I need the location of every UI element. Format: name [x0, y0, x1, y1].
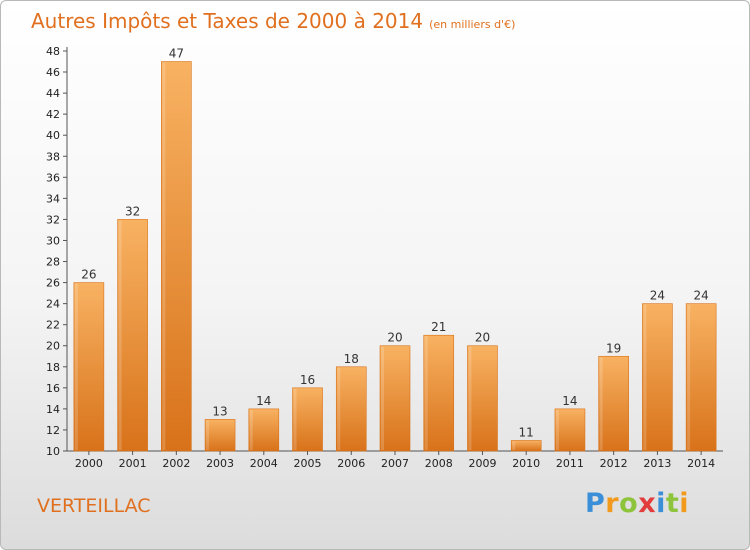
bar: [685, 303, 717, 452]
bar: [248, 408, 280, 452]
bar: [467, 345, 498, 452]
x-tick-label: 2000: [75, 457, 103, 470]
bar-value-label: 14: [562, 394, 577, 408]
bar: [423, 334, 455, 452]
bar-highlight: [162, 62, 166, 451]
y-tick-label: 38: [46, 150, 60, 163]
bar-highlight: [337, 367, 341, 450]
x-tick-label: 2010: [512, 457, 540, 470]
logo-letter: i: [679, 488, 690, 519]
chart-subtitle: (en milliers d'€): [429, 18, 516, 31]
chart-title: Autres Impôts et Taxes de 2000 à 2014 (en…: [31, 9, 515, 33]
y-tick-label: 48: [46, 45, 60, 58]
x-tick-label: 2007: [381, 457, 409, 470]
bar-value-label: 32: [125, 204, 140, 218]
bar-highlight: [118, 220, 122, 450]
bar-value-label: 18: [344, 352, 359, 366]
y-tick-label: 26: [46, 277, 60, 290]
bar-value-label: 20: [475, 331, 490, 345]
x-tick-label: 2001: [119, 457, 147, 470]
y-tick-label: 46: [46, 66, 60, 79]
bar-value-label: 26: [81, 268, 96, 282]
bar: [335, 366, 367, 452]
y-tick-label: 34: [46, 192, 60, 205]
y-tick-label: 20: [46, 340, 60, 353]
y-tick-label: 24: [46, 298, 60, 311]
bar: [642, 303, 673, 452]
bar-value-label: 19: [606, 341, 621, 355]
bar: [117, 219, 148, 452]
bar-highlight: [424, 336, 428, 450]
bar-highlight: [512, 441, 516, 450]
bar: [292, 387, 323, 452]
x-tick-label: 2011: [556, 457, 584, 470]
x-tick-label: 2012: [600, 457, 628, 470]
bar-highlight: [599, 357, 603, 450]
bar-value-label: 13: [212, 404, 227, 418]
bar-value-label: 14: [256, 394, 271, 408]
logo-letter: P: [585, 488, 606, 519]
bar-value-label: 24: [650, 289, 665, 303]
logo-letter: t: [665, 488, 680, 519]
logo-letter: i: [656, 488, 666, 519]
proxiti-logo: Proxiti: [585, 488, 689, 519]
bar-highlight: [206, 420, 210, 450]
x-tick-label: 2005: [294, 457, 322, 470]
bar: [204, 419, 236, 452]
x-tick-label: 2006: [337, 457, 365, 470]
bar-value-label: 47: [169, 47, 184, 61]
x-tick-label: 2008: [425, 457, 453, 470]
bar-highlight: [293, 388, 297, 450]
bar: [598, 355, 629, 452]
bar: [554, 408, 586, 452]
bar-value-label: 11: [519, 425, 534, 439]
y-tick-label: 12: [46, 424, 60, 437]
y-tick-label: 22: [46, 319, 60, 332]
y-tick-label: 42: [46, 108, 60, 121]
bar: [73, 282, 105, 452]
bar-highlight: [468, 346, 472, 450]
bar-highlight: [643, 304, 647, 450]
x-tick-label: 2004: [250, 457, 278, 470]
bar-highlight: [249, 409, 253, 450]
logo-letter: r: [605, 488, 620, 519]
bar-highlight: [381, 346, 384, 450]
bar-value-label: 21: [431, 320, 446, 334]
commune-name: VERTEILLAC: [37, 495, 151, 517]
bar-value-label: 20: [387, 331, 402, 345]
y-tick-label: 18: [46, 361, 60, 374]
bar-value-label: 24: [693, 289, 708, 303]
x-tick-label: 2009: [468, 457, 496, 470]
bar: [161, 61, 192, 452]
y-tick-label: 16: [46, 382, 60, 395]
y-tick-label: 10: [46, 445, 60, 458]
x-tick-label: 2003: [206, 457, 234, 470]
chart-title-text: Autres Impôts et Taxes de 2000 à 2014: [31, 9, 424, 33]
y-tick-label: 44: [46, 87, 60, 100]
bar-highlight: [555, 409, 559, 450]
x-tick-label: 2002: [162, 457, 190, 470]
logo-letter: o: [619, 488, 639, 519]
y-tick-label: 32: [46, 213, 60, 226]
y-tick-label: 28: [46, 256, 60, 269]
x-tick-label: 2013: [643, 457, 671, 470]
y-tick-label: 30: [46, 234, 60, 247]
bar-value-label: 16: [300, 373, 315, 387]
bar-highlight: [687, 304, 691, 450]
y-tick-label: 14: [46, 403, 60, 416]
bar: [510, 440, 542, 452]
y-tick-label: 40: [46, 129, 60, 142]
y-tick-label: 36: [46, 171, 60, 184]
logo-letter: x: [638, 488, 657, 519]
x-tick-label: 2014: [687, 457, 715, 470]
bar-highlight: [74, 283, 78, 450]
bar: [379, 345, 411, 452]
